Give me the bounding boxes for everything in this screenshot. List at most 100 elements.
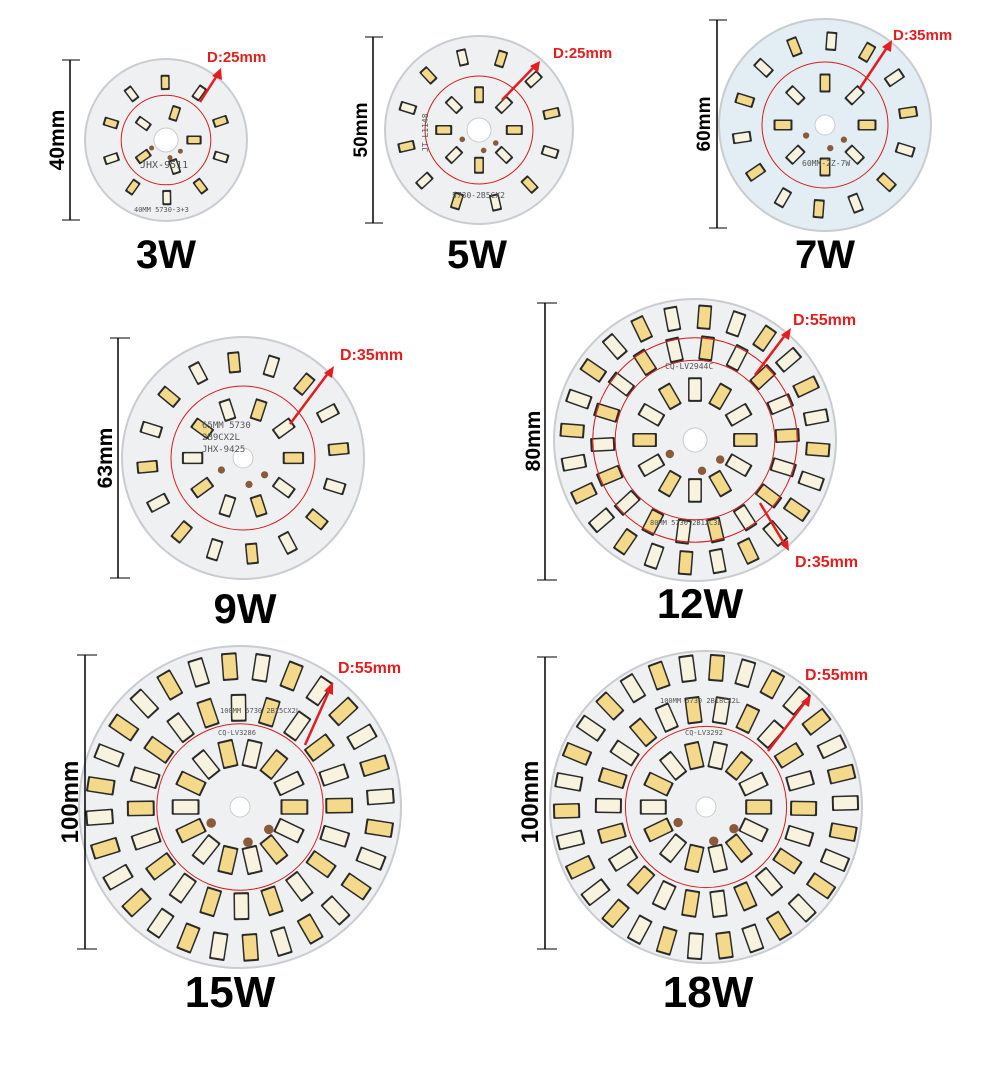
led-chip [359, 754, 390, 777]
solder-pad [697, 466, 707, 475]
led-chip [277, 530, 298, 555]
led-chip [270, 926, 293, 957]
d-arrow-15w [303, 682, 333, 746]
led-chip [819, 157, 831, 177]
board-panel-7w: 60mm D:35mm 60MM-2Z-7W 7W [690, 0, 1000, 290]
led-chip [102, 863, 134, 891]
board-figure-5w: 50mm D:25mm JT-L1148 5730-2B5CX2 [351, 35, 612, 225]
led-chip [745, 162, 767, 182]
led-chip [285, 870, 314, 902]
led-chip [93, 743, 125, 768]
led-chip [398, 101, 418, 115]
led-chip [709, 889, 728, 919]
pcb-board-15w [78, 645, 402, 969]
led-chip [102, 116, 120, 130]
pcb-marking-9w-c: JHX-9425 [202, 445, 245, 455]
led-chip [706, 516, 725, 544]
led-chip [607, 371, 636, 397]
center-hole-12w [682, 427, 708, 453]
led-chip [346, 723, 378, 751]
led-chip [364, 818, 394, 838]
led-chip [241, 844, 263, 876]
led-chip [844, 144, 865, 165]
led-chip [218, 494, 237, 518]
led-chip [601, 898, 630, 929]
led-chip [688, 478, 702, 503]
led-chip [812, 199, 825, 219]
led-chip [191, 84, 207, 102]
led-chip [397, 139, 416, 154]
led-chip [296, 913, 324, 945]
led-chip [251, 653, 271, 683]
led-chip [450, 191, 464, 211]
led-chip [632, 433, 657, 447]
led-chip [552, 802, 581, 819]
led-chip [657, 382, 682, 411]
led-chip [708, 547, 727, 575]
led-chip [607, 845, 639, 872]
pcb-marking-5w-a: JT-L1148 [421, 113, 430, 152]
pcb-marking-15w-b: CQ-LV3286 [218, 729, 256, 737]
led-chip [355, 846, 387, 871]
led-chip [659, 750, 688, 781]
led-chip [609, 739, 640, 767]
led-chip [181, 451, 204, 465]
led-chip [560, 453, 588, 472]
led-chip [435, 125, 453, 135]
led-chip [196, 697, 220, 729]
center-hole-7w [814, 114, 836, 136]
led-chip [212, 114, 229, 128]
led-chip [775, 346, 802, 373]
led-chip [280, 799, 309, 815]
led-chip [190, 476, 215, 499]
led-chip [303, 733, 335, 762]
solder-pad [492, 140, 499, 146]
led-chip [455, 48, 470, 67]
center-hole-5w [466, 117, 492, 143]
led-chip [684, 740, 705, 771]
pcb-marking-12w-b: 80MM 5730 2B12C3L [650, 519, 722, 527]
led-chip [590, 437, 616, 452]
led-chip [86, 776, 116, 796]
solder-pad [480, 147, 487, 154]
led-chip [540, 145, 560, 159]
d-label-18w: D:55mm [805, 667, 868, 684]
led-chip [134, 148, 152, 165]
led-chip [555, 829, 586, 851]
d-arrow-5w [501, 61, 540, 101]
led-chip [260, 885, 284, 917]
led-chip [783, 497, 811, 522]
led-chip [847, 192, 864, 214]
led-chip [217, 738, 239, 770]
led-chip [218, 398, 237, 422]
d2-label-12w: D:35mm [795, 554, 858, 571]
led-chip [259, 834, 289, 865]
led-chip [725, 344, 749, 372]
led-chip [655, 925, 678, 956]
solder-pad [149, 145, 155, 151]
led-chip [643, 817, 674, 843]
led-chip [857, 41, 877, 63]
led-chip [474, 156, 484, 174]
d-arrow-18w [767, 695, 811, 752]
led-chip [262, 354, 281, 379]
led-chip [146, 492, 171, 513]
led-chip [283, 710, 312, 742]
solder-pad [716, 455, 725, 464]
led-chip [844, 85, 865, 106]
led-chip [271, 476, 296, 499]
watt-label-18w: 18W [662, 968, 754, 1017]
led-chip [707, 740, 728, 771]
d-label-5w: D:25mm [553, 45, 612, 62]
center-hole-3w [153, 127, 179, 153]
board-figure-9w: 63mm D:35mm 65MM 5730 2B9CX2L JHX-9425 [94, 336, 403, 580]
led-chip [686, 932, 704, 961]
guide-circle-15w [156, 723, 324, 891]
led-chip [787, 893, 817, 923]
led-chip [191, 834, 221, 865]
led-chip [786, 36, 803, 58]
diameter-dimension-7w [709, 19, 727, 229]
center-hole-18w [695, 796, 717, 818]
led-chip [597, 822, 627, 844]
led-chip [711, 696, 731, 725]
